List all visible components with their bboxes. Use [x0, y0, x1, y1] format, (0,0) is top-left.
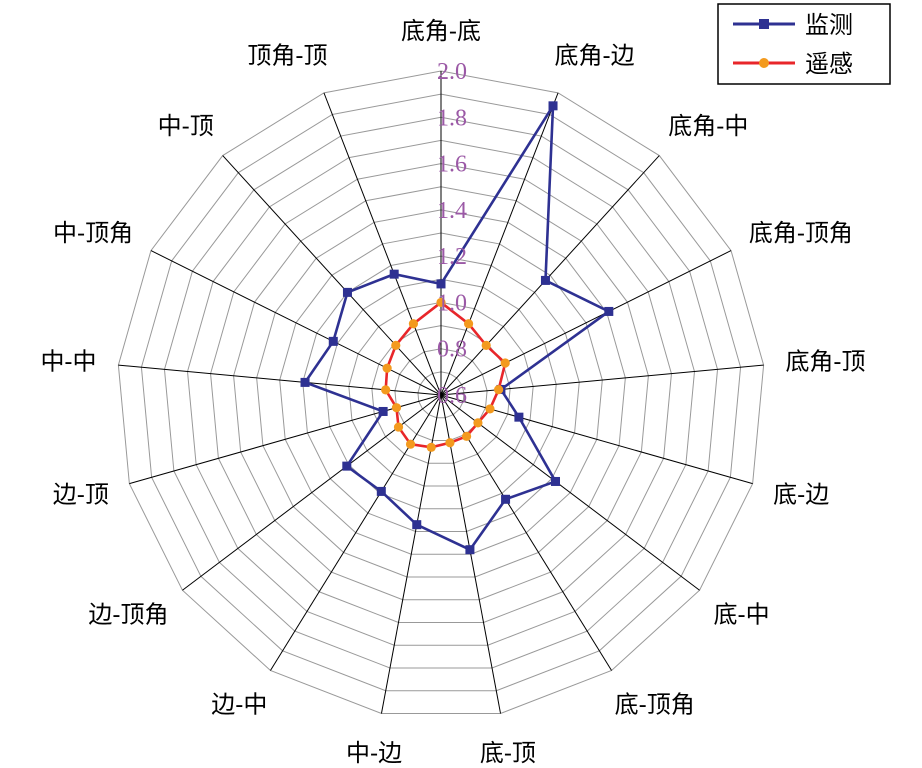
data-point-remote	[500, 358, 510, 368]
category-label: 中-顶	[158, 112, 214, 140]
axis-spoke	[150, 250, 442, 396]
data-point-monitor	[342, 287, 352, 297]
legend: 监测 遥感	[717, 3, 891, 85]
category-label: 底角-中	[668, 112, 748, 140]
data-point-monitor	[548, 101, 558, 111]
data-point-remote	[445, 438, 455, 448]
data-point-monitor	[465, 545, 475, 555]
legend-marker-monitor	[759, 19, 769, 29]
grid-ring	[117, 70, 765, 714]
radar-grid	[117, 70, 765, 714]
legend-marker-remote	[759, 58, 769, 68]
category-label: 底-边	[773, 481, 829, 509]
grid-ring	[187, 139, 695, 646]
category-label: 底角-顶	[785, 347, 865, 375]
data-point-monitor	[376, 486, 386, 496]
category-label: 底-顶	[480, 739, 536, 767]
data-point-remote	[436, 297, 446, 308]
tick-label: 1.8	[437, 105, 467, 131]
tick-label: 1.4	[437, 198, 467, 224]
data-point-remote	[426, 442, 436, 452]
radar-series	[300, 100, 614, 555]
grid-ring	[279, 232, 603, 555]
axis-spoke	[323, 92, 442, 396]
data-point-remote	[408, 319, 419, 329]
data-point-remote	[393, 422, 404, 432]
legend-box	[717, 3, 891, 85]
data-point-monitor	[540, 275, 550, 285]
category-label: 边-顶角	[88, 600, 168, 628]
grid-ring	[325, 278, 557, 510]
legend-label-remote: 遥感	[805, 50, 853, 78]
legend-label-monitor: 监测	[805, 11, 853, 39]
series-line-1	[384, 300, 507, 449]
data-point-remote	[391, 340, 401, 351]
category-label: 边-中	[211, 690, 267, 718]
data-point-remote	[381, 385, 391, 395]
data-point-monitor	[514, 412, 524, 422]
axis-spoke	[440, 155, 660, 396]
grid-ring	[210, 163, 672, 623]
grid-ring	[256, 209, 626, 578]
grid-ring	[394, 348, 488, 441]
grid-ring	[348, 301, 534, 487]
category-label: 底-中	[713, 600, 769, 628]
data-point-monitor	[328, 336, 338, 346]
data-point-remote	[481, 340, 491, 351]
tick-label: 2.0	[437, 59, 467, 85]
grid-ring	[163, 116, 719, 669]
radar-spokes	[118, 71, 764, 714]
category-label: 中-边	[346, 739, 402, 767]
tick-label: 1.2	[437, 244, 467, 270]
grid-ring	[371, 325, 511, 464]
axis-spoke	[222, 155, 442, 396]
category-label: 边-顶	[53, 481, 109, 509]
category-label: 中-中	[40, 347, 96, 375]
category-label: 顶角-顶	[247, 42, 327, 70]
data-point-remote	[463, 319, 474, 329]
data-point-monitor	[551, 476, 561, 486]
data-point-monitor	[389, 269, 399, 279]
category-label: 底角-底	[401, 17, 481, 45]
grid-ring	[140, 93, 742, 692]
series-line-0	[303, 100, 612, 552]
data-point-monitor	[378, 406, 388, 416]
data-point-remote	[494, 385, 504, 395]
data-point-remote	[461, 431, 472, 441]
category-label: 中-顶角	[53, 219, 133, 247]
grid-ring	[302, 255, 580, 532]
axis-spoke	[440, 92, 559, 396]
data-point-remote	[382, 363, 392, 373]
data-point-remote	[405, 439, 416, 449]
category-label: 底角-边	[554, 42, 634, 70]
radial-tick-labels: 0.6 0.8 1.0 1.2 1.4 1.6 1.8 2.0	[437, 59, 467, 409]
data-point-remote	[473, 418, 483, 428]
data-point-monitor	[300, 377, 310, 387]
tick-label: 0.6	[437, 383, 467, 409]
category-label: 底-顶角	[615, 690, 695, 718]
axis-spoke	[440, 394, 700, 591]
axis-spoke	[440, 394, 502, 714]
axis-spoke	[182, 394, 442, 591]
tick-label: 1.0	[437, 290, 467, 316]
grid-ring	[417, 371, 465, 419]
data-point-monitor	[604, 306, 614, 316]
tick-label: 1.6	[437, 152, 467, 178]
data-point-monitor	[412, 520, 422, 530]
data-point-remote	[391, 403, 402, 413]
axis-spoke	[440, 250, 732, 396]
tick-label: 0.8	[437, 337, 467, 363]
category-label: 底角-顶角	[749, 219, 853, 247]
grid-ring	[233, 186, 649, 601]
data-point-remote	[485, 404, 495, 414]
data-point-monitor	[436, 279, 446, 289]
axis-spoke	[440, 394, 612, 671]
axis-spoke	[129, 394, 442, 485]
data-point-monitor	[342, 461, 352, 471]
data-point-monitor	[501, 494, 511, 504]
